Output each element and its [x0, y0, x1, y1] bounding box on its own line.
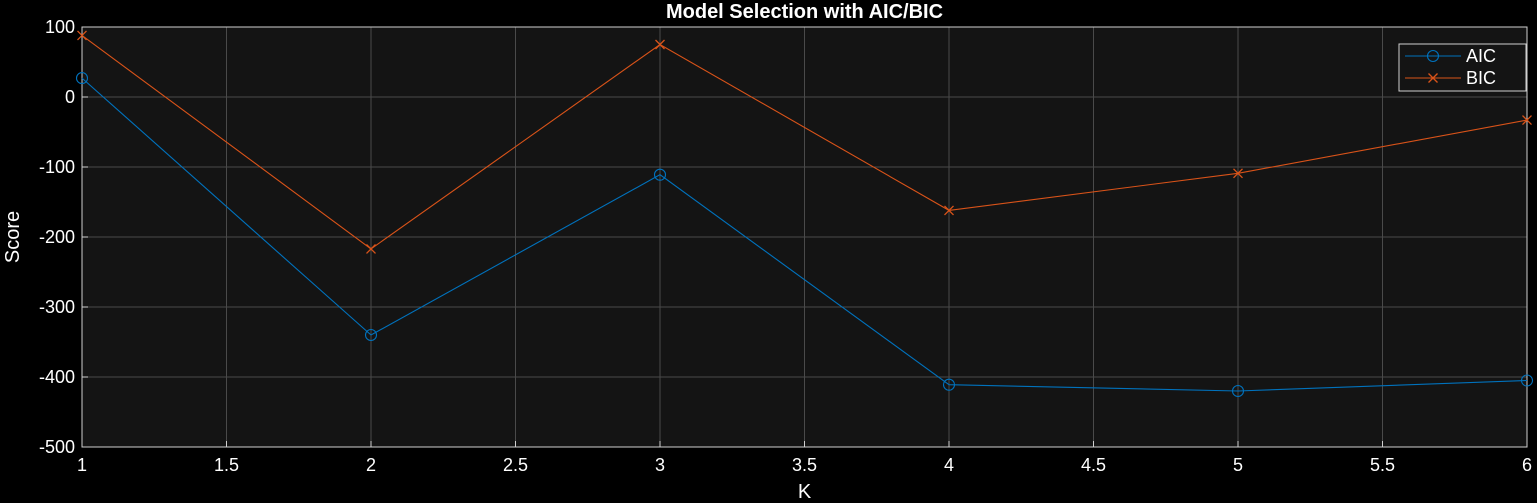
chart-title: Model Selection with AIC/BIC [666, 1, 943, 23]
aic-point [1231, 384, 1245, 398]
y-tick-label: 0 [65, 87, 75, 107]
aic-point [364, 328, 378, 342]
legend-item-aic: AIC [1405, 46, 1496, 66]
x-tick-label: 5.5 [1370, 455, 1395, 475]
bic-point [655, 39, 665, 50]
aic-point [653, 168, 667, 181]
x-tick-label: 2 [366, 455, 376, 475]
legend-item-bic: BIC [1405, 68, 1496, 88]
x-tick-label: 3 [655, 455, 665, 475]
aic-line [81, 77, 1528, 392]
y-tick-label: -500 [39, 437, 75, 457]
bic-point [944, 205, 954, 216]
aic-point [1520, 374, 1534, 387]
y-tick-label: -100 [39, 157, 75, 177]
marker-stroke [944, 205, 954, 216]
marker-stroke [1233, 168, 1243, 179]
legend-label-bic: BIC [1466, 68, 1496, 88]
series-bic [77, 30, 1532, 254]
x-tick-label: 3.5 [792, 455, 817, 475]
marker-stroke [655, 39, 665, 50]
legend-label-aic: AIC [1466, 46, 1496, 66]
series-aic [75, 72, 1534, 398]
bic-point [77, 30, 87, 41]
x-tick-label: 4.5 [1081, 455, 1106, 475]
bic-point [1522, 115, 1532, 126]
tick-labels: 1 1.5 2 2.5 3 3.5 4 4.5 5 5.5 6 -500 -400 -300 -200 -10… [39, 17, 1532, 475]
y-tick-label: -300 [39, 297, 75, 317]
bic-line [81, 34, 1528, 250]
x-tick-label: 6 [1522, 455, 1532, 475]
x-axis-label: K [798, 481, 812, 503]
bic-point [1233, 168, 1243, 179]
aic-point [942, 378, 956, 391]
legend-marker-bic [1428, 73, 1438, 83]
y-tick-label: -400 [39, 367, 75, 387]
marker-stroke [1522, 115, 1532, 126]
marker-stroke [366, 243, 376, 254]
legend-marker-aic [1426, 49, 1440, 63]
x-tick-label: 5 [1233, 455, 1243, 475]
marker-stroke [1428, 73, 1438, 83]
y-axis-label: Score [2, 211, 24, 263]
x-tick-label: 1.5 [214, 455, 239, 475]
y-tick-label: -200 [39, 227, 75, 247]
marker-stroke [77, 30, 87, 41]
legend-box [1398, 43, 1527, 92]
x-tick-label: 1 [77, 455, 87, 475]
aic-point [75, 72, 89, 85]
plot-series [75, 30, 1534, 398]
bic-point [366, 243, 376, 254]
x-tick-label: 4 [944, 455, 954, 475]
x-tick-label: 2.5 [503, 455, 528, 475]
y-tick-label: 100 [45, 17, 75, 37]
